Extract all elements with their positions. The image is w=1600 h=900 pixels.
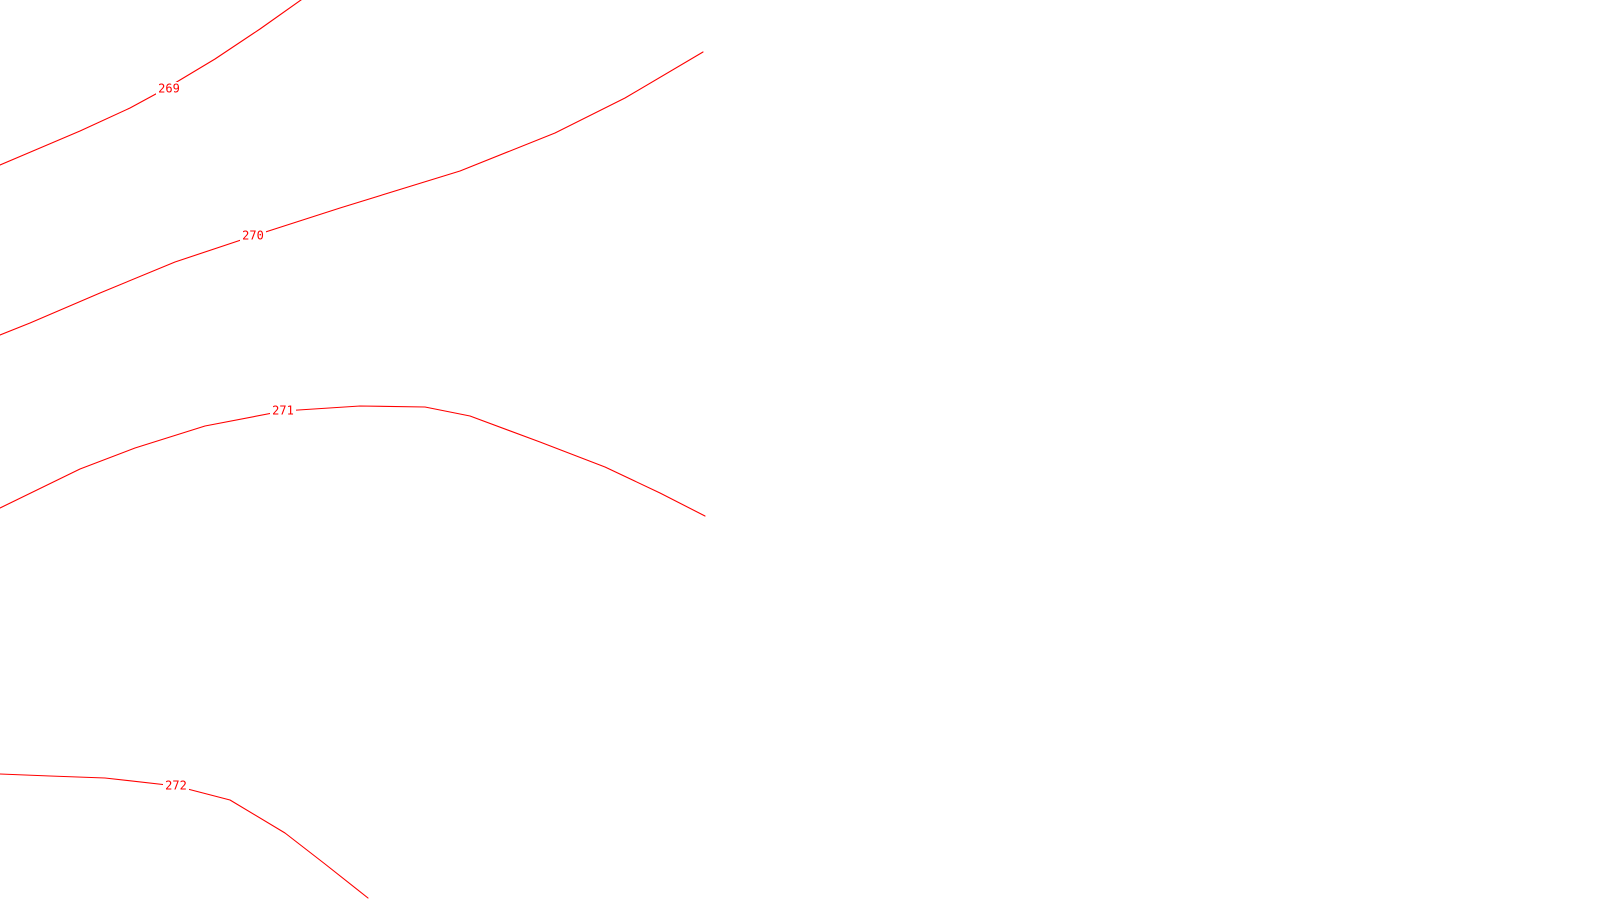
contour-269: 269 xyxy=(0,0,302,166)
contour-271-line xyxy=(0,405,706,517)
contour-272-line xyxy=(0,773,369,899)
contour-272: 272 xyxy=(0,773,369,899)
contour-270-label: 270 xyxy=(242,229,264,243)
contour-272-label: 272 xyxy=(165,779,187,793)
contour-lines: 269 270 271 272 xyxy=(0,0,706,899)
contour-269-label: 269 xyxy=(158,82,180,96)
contour-270: 270 xyxy=(0,51,704,336)
contour-270-label-gap xyxy=(240,229,266,243)
contour-272-label-gap xyxy=(163,779,189,793)
contour-269-label-gap xyxy=(156,82,182,96)
contour-270-line xyxy=(0,51,704,336)
contour-269-line xyxy=(0,0,302,166)
contour-271-label-gap xyxy=(270,404,296,418)
contour-271-label: 271 xyxy=(272,404,294,418)
contour-271: 271 xyxy=(0,404,706,517)
